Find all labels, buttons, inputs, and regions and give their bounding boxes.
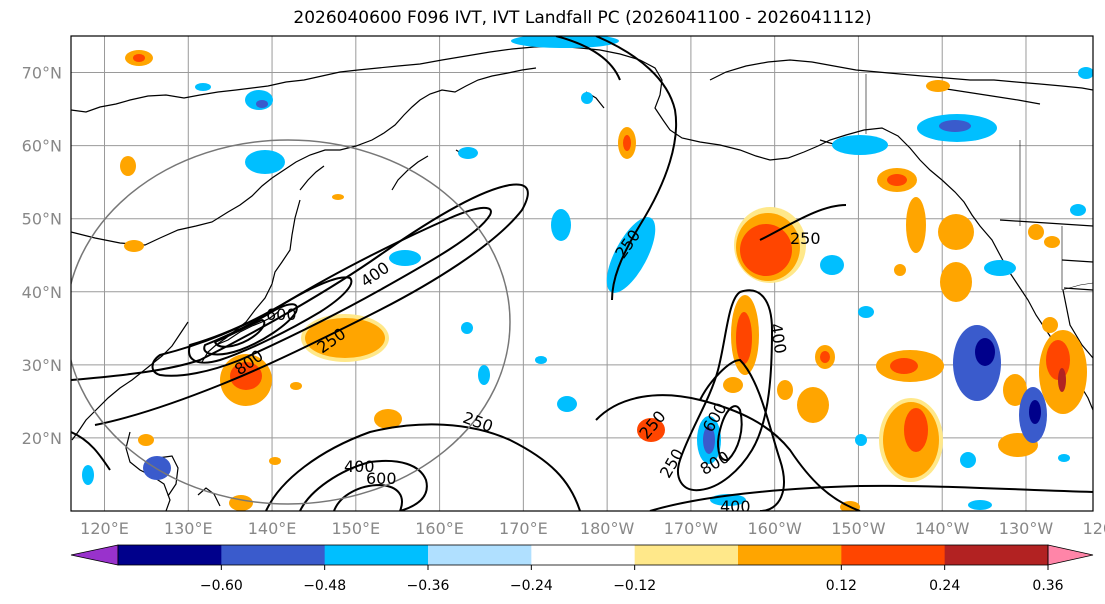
latitude-label: 70°N: [22, 64, 62, 83]
longitude-label: 160°E: [415, 519, 464, 538]
contour-label: 400: [344, 457, 375, 476]
latitude-label: 20°N: [22, 429, 62, 448]
longitude-label: 150°W: [831, 519, 886, 538]
colorbar-swatch: [841, 545, 946, 565]
latitude-labels: 70°N 60°N 50°N 40°N 30°N 20°N: [22, 64, 62, 448]
latitude-label: 60°N: [22, 137, 62, 156]
pc-shading: [82, 36, 1093, 511]
latitude-label: 30°N: [22, 356, 62, 375]
contour-label: 600: [266, 305, 297, 324]
longitude-label: 180°W: [580, 519, 635, 538]
colorbar: [70, 544, 1094, 566]
longitude-label: 160°W: [747, 519, 802, 538]
colorbar-tick-label: 0.12: [826, 578, 857, 594]
colorbar-extend-min: [70, 544, 119, 566]
colorbar-swatch: [324, 545, 429, 565]
longitude-label: 140°E: [248, 519, 297, 538]
colorbar-tick-label: −0.12: [613, 578, 656, 594]
colorbar-swatch: [634, 545, 739, 565]
latitude-label: 50°N: [22, 210, 62, 229]
colorbar-extend-max: [1047, 544, 1094, 566]
longitude-label: 140°W: [915, 519, 970, 538]
colorbar-swatch: [944, 545, 1049, 565]
contour-label: 600: [366, 469, 397, 488]
contour-label: 400: [720, 497, 751, 516]
colorbar-ticks: −0.60−0.48−0.36−0.24−0.120.120.240.360.4…: [200, 565, 1064, 594]
colorbar-tick-label: 0.24: [929, 578, 960, 594]
colorbar-swatch: [118, 545, 222, 565]
landfall-circle: [71, 139, 511, 505]
longitude-label: 120°W: [1083, 519, 1105, 538]
colorbar-tick-label: 0.36: [1032, 578, 1063, 594]
map-frame: [70, 35, 1094, 512]
graticule: [71, 36, 1093, 511]
country-borders: [865, 74, 1093, 291]
contour-label: 250: [790, 229, 821, 248]
longitude-label: 120°E: [80, 519, 129, 538]
colorbar-swatch: [531, 545, 636, 565]
colorbar-tick-label: −0.48: [303, 578, 346, 594]
longitude-label: 170°W: [664, 519, 719, 538]
colorbar-tick-label: −0.36: [407, 578, 450, 594]
latitude-label: 40°N: [22, 283, 62, 302]
colorbar-tick-label: −0.60: [200, 578, 243, 594]
longitude-label: 130°W: [999, 519, 1054, 538]
colorbar-tick-label: −0.24: [510, 578, 553, 594]
longitude-label: 150°E: [331, 519, 380, 538]
colorbar-swatch: [221, 545, 326, 565]
longitude-labels: 120°E 130°E 140°E 150°E 160°E 170°E 180°W 170°W…: [80, 519, 1105, 538]
longitude-label: 170°E: [499, 519, 548, 538]
map-title: 2026040600 F096 IVT, IVT Landfall PC (20…: [293, 8, 872, 28]
colorbar-frame: [117, 544, 1049, 566]
longitude-label: 130°E: [164, 519, 213, 538]
colorbar-swatch: [738, 545, 842, 565]
colorbar-swatch: [428, 545, 532, 565]
